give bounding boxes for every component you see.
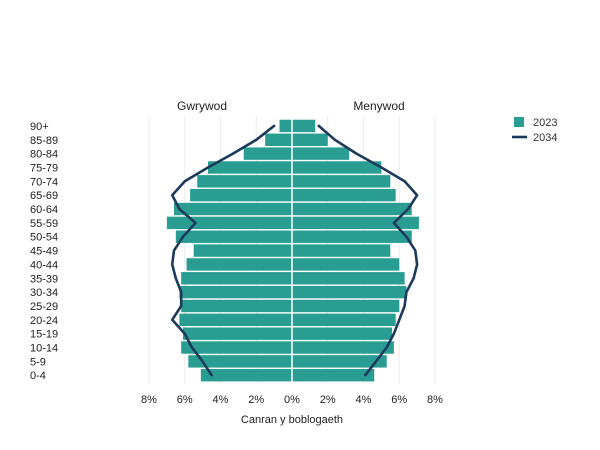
age-label: 15-19	[30, 329, 58, 341]
bar-female-0-4	[292, 369, 375, 382]
bar-female-60-64	[292, 202, 412, 216]
age-label: 70-74	[30, 176, 58, 188]
age-label: 65-69	[30, 190, 58, 202]
age-label: 30-34	[30, 287, 58, 299]
legend: 2023 2034	[512, 117, 557, 144]
bar-male-80-84	[243, 147, 292, 160]
bar-male-65-69	[190, 188, 292, 202]
age-label: 90+	[30, 121, 49, 133]
bar-male-30-34	[179, 285, 292, 299]
age-label: 35-39	[30, 273, 58, 285]
x-tick-label: 4%	[356, 394, 372, 406]
bar-female-50-54	[292, 230, 412, 243]
line-female-2034	[317, 124, 419, 377]
bar-male-15-19	[182, 327, 292, 340]
bar-female-90+	[292, 119, 316, 133]
age-label: 25-29	[30, 301, 58, 313]
bar-male-20-24	[179, 313, 292, 327]
bar-male-90+	[279, 119, 292, 133]
bar-male-5-9	[188, 355, 292, 368]
bar-female-35-39	[292, 272, 405, 285]
x-tick-label: 8%	[141, 394, 157, 406]
age-label: 55-59	[30, 218, 58, 230]
bar-male-70-74	[197, 175, 292, 188]
bar-female-80-84	[292, 147, 350, 160]
age-label: 75-79	[30, 162, 58, 174]
legend-label-2023: 2023	[533, 117, 557, 129]
x-tick-label: 4%	[213, 394, 229, 406]
x-tick-label: 8%	[427, 394, 443, 406]
bar-male-55-59	[166, 216, 292, 230]
bar-male-60-64	[174, 202, 292, 216]
age-label: 85-89	[30, 135, 58, 147]
bar-male-25-29	[181, 299, 292, 313]
line-male-2034	[170, 124, 276, 377]
bar-female-45-49	[292, 244, 391, 257]
bar-male-10-14	[181, 341, 292, 354]
x-tick-label: 2%	[248, 394, 264, 406]
bar-female-70-74	[292, 175, 391, 188]
bar-male-40-44	[186, 258, 292, 271]
bar-female-20-24	[292, 313, 396, 327]
bar-female-25-29	[292, 299, 400, 313]
x-axis-tick-labels: 8% 6% 4% 2% 0% 2% 4% 6% 8%	[141, 394, 443, 406]
age-label: 60-64	[30, 204, 58, 216]
legend-swatch-2023	[514, 117, 524, 127]
bar-female-65-69	[292, 188, 396, 202]
bar-female-30-34	[292, 285, 407, 299]
x-tick-label: 6%	[177, 394, 193, 406]
x-tick-label: 0%	[284, 394, 300, 406]
x-tick-label: 2%	[320, 394, 336, 406]
bar-female-75-79	[292, 161, 382, 174]
bar-female-40-44	[292, 258, 400, 271]
bar-male-45-49	[193, 244, 292, 257]
age-label: 20-24	[30, 315, 58, 327]
bar-female-10-14	[292, 341, 394, 354]
bar-female-85-89	[292, 133, 328, 146]
male-label: Gwrywod	[177, 99, 227, 113]
x-tick-label: 6%	[391, 394, 407, 406]
lines-2034	[170, 124, 419, 377]
bar-female-15-19	[292, 327, 393, 340]
bar-female-5-9	[292, 355, 387, 368]
bar-male-85-89	[265, 133, 292, 146]
bar-male-0-4	[200, 369, 292, 382]
age-label: 80-84	[30, 149, 58, 161]
age-label: 45-49	[30, 246, 58, 258]
bar-male-35-39	[181, 272, 292, 285]
bars-2023	[166, 119, 419, 382]
female-label: Menywod	[353, 99, 404, 113]
age-label: 40-44	[30, 259, 58, 271]
age-label: 50-54	[30, 232, 58, 244]
bar-male-50-54	[175, 230, 292, 243]
bar-male-75-79	[207, 161, 292, 174]
age-label: 0-4	[30, 370, 46, 382]
legend-label-2034: 2034	[533, 132, 557, 144]
bar-female-55-59	[292, 216, 419, 230]
x-axis-title: Canran y boblogaeth	[241, 414, 343, 426]
age-label: 5-9	[30, 356, 46, 368]
age-label: 10-14	[30, 343, 58, 355]
